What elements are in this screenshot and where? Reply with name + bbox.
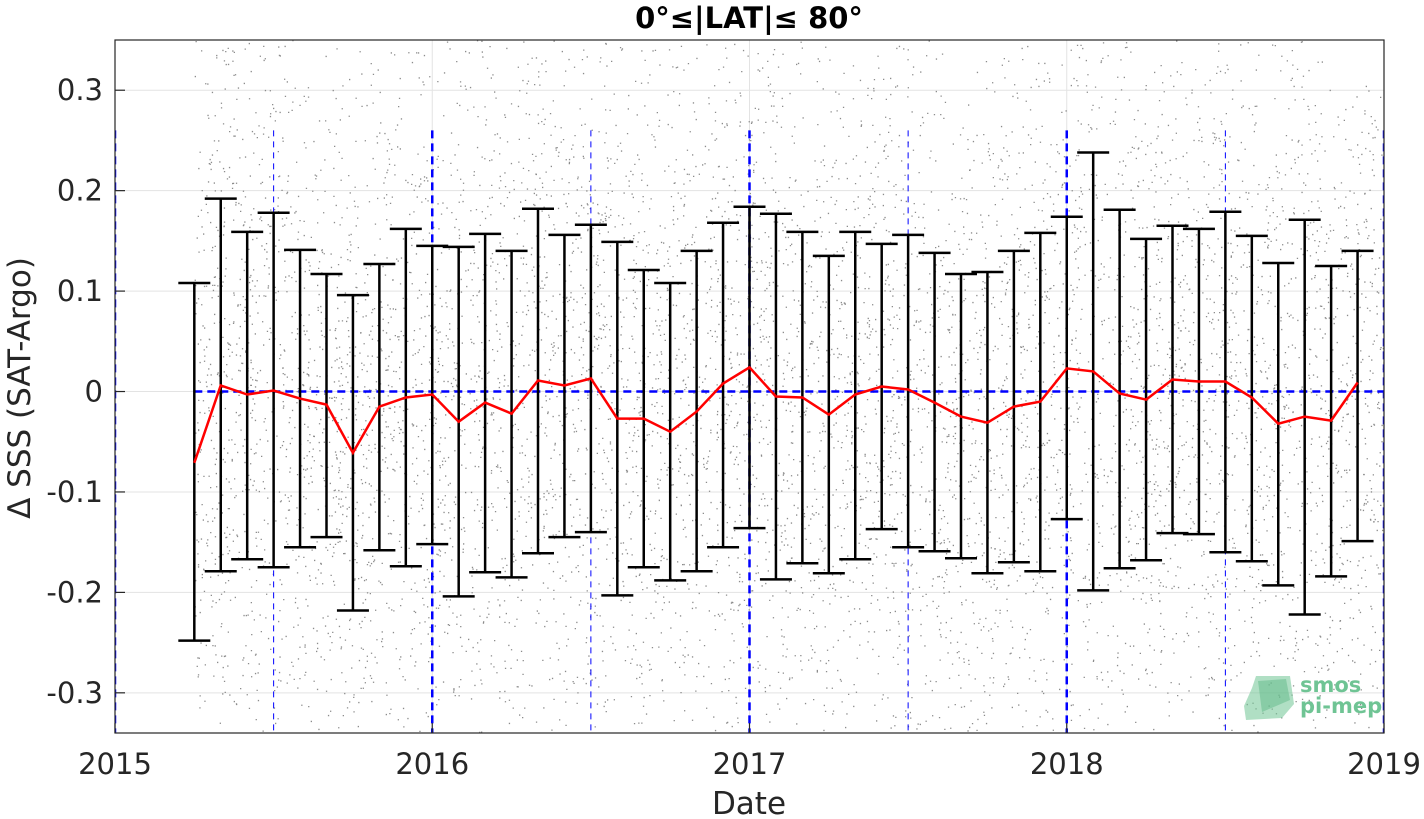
mean-series [193, 365, 1359, 464]
chart-title: 0°≤|LAT|≤ 80° [635, 1, 863, 35]
y-tick-label: 0 [85, 375, 103, 409]
y-tick-label: 0.1 [57, 274, 103, 308]
y-tick-label: 0.3 [57, 73, 103, 107]
error-bar [1103, 208, 1136, 570]
plot-area: smos pi-mep [114, 39, 1385, 734]
x-tick-label: 2017 [713, 747, 787, 781]
y-tick-label: -0.3 [46, 676, 103, 710]
smos-pi-mep-logo: smos pi-mep [1244, 673, 1382, 720]
y-tick-label: 0.2 [57, 174, 103, 208]
x-tick-label: 2016 [395, 747, 469, 781]
y-tick-label: -0.2 [46, 575, 103, 609]
logo-line2: pi-mep [1300, 694, 1382, 718]
x-axis-label: Date [712, 786, 786, 819]
x-tick-label: 2015 [78, 747, 152, 781]
x-tick-label: 2019 [1347, 747, 1421, 781]
error-bar [892, 233, 925, 549]
x-tick-label: 2018 [1030, 747, 1104, 781]
y-axis: 0.3 0.2 0.1 0 -0.1 -0.2 -0.3 [46, 73, 125, 710]
y-tick-label: -0.1 [46, 475, 103, 509]
mean-line [193, 365, 1359, 464]
y-axis-label: Δ SSS (SAT-Argo) [2, 257, 38, 519]
logo-shape-inner [1258, 679, 1290, 712]
error-bar [1341, 249, 1374, 543]
logo-line1: smos [1300, 673, 1361, 697]
x-axis: 2015 2016 2017 2018 2019 [78, 723, 1421, 781]
